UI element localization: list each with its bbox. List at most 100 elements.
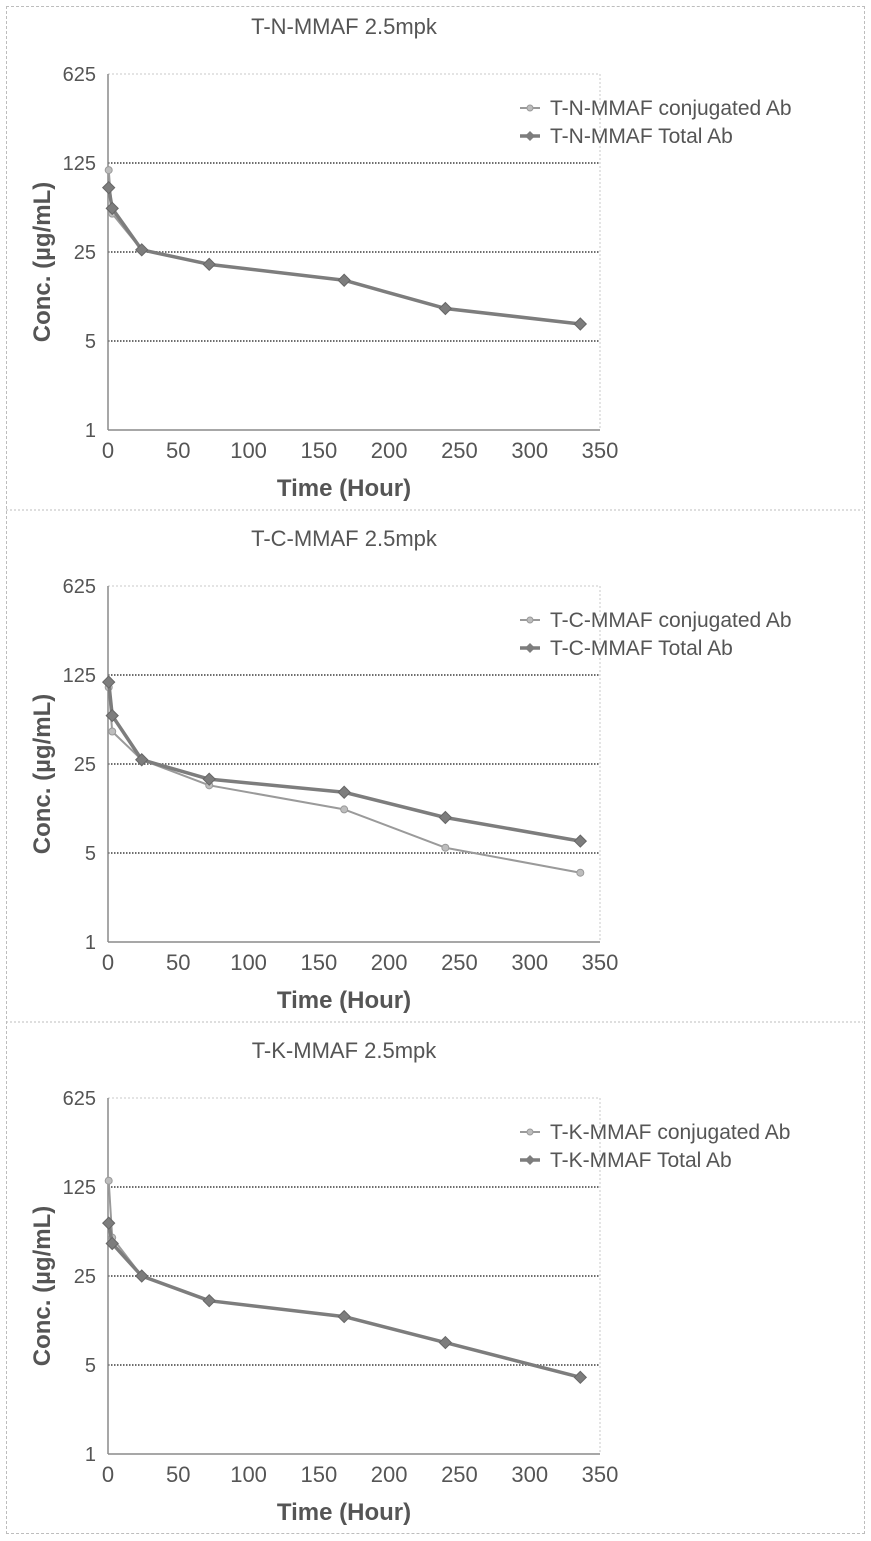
- x-axis-label: Time (Hour): [277, 1499, 411, 1526]
- data-point: [340, 805, 349, 814]
- y-tick-label: 625: [63, 576, 96, 598]
- x-axis-label: Time (Hour): [277, 475, 411, 502]
- data-point: [104, 166, 113, 175]
- data-point: [202, 257, 216, 272]
- x-tick-label: 100: [230, 950, 267, 975]
- x-tick-label: 300: [511, 438, 548, 463]
- legend-label: T-C-MMAF conjugated Ab: [550, 609, 792, 632]
- x-tick-label: 150: [300, 950, 337, 975]
- data-point: [105, 201, 119, 216]
- x-axis-label: Time (Hour): [277, 987, 411, 1014]
- y-tick-label: 1: [85, 932, 96, 954]
- data-point: [337, 785, 351, 799]
- data-point: [101, 675, 116, 689]
- legend-label: T-C-MMAF Total Ab: [550, 637, 733, 660]
- data-point: [101, 180, 116, 195]
- x-tick-label: 300: [511, 950, 548, 975]
- y-tick-label: 125: [63, 1177, 96, 1199]
- data-point: [337, 1309, 351, 1324]
- data-point: [108, 727, 117, 736]
- data-point: [438, 301, 453, 316]
- legend-marker: [526, 104, 534, 112]
- y-tick-label: 5: [85, 1355, 96, 1377]
- data-point: [105, 1236, 119, 1251]
- data-point: [441, 843, 450, 852]
- chart-title: T-N-MMAF 2.5mpk: [251, 14, 438, 39]
- x-tick-label: 100: [230, 438, 267, 463]
- data-point: [438, 810, 453, 825]
- data-point: [576, 868, 585, 877]
- y-tick-label: 1: [85, 420, 96, 442]
- y-tick-label: 1: [85, 1444, 96, 1466]
- x-tick-label: 250: [441, 1462, 478, 1487]
- x-tick-label: 300: [511, 1462, 548, 1487]
- legend-label: T-K-MMAF Total Ab: [550, 1149, 732, 1172]
- x-tick-label: 100: [230, 1462, 267, 1487]
- x-tick-label: 250: [441, 950, 478, 975]
- data-point: [135, 243, 149, 257]
- y-axis-label: Conc. (µg/mL): [29, 694, 56, 854]
- y-tick-label: 5: [85, 843, 96, 865]
- data-point: [202, 772, 216, 786]
- legend-marker: [525, 131, 535, 141]
- data-point: [438, 1335, 453, 1350]
- data-point: [573, 1370, 588, 1385]
- y-tick-label: 625: [63, 1088, 96, 1110]
- x-tick-label: 200: [371, 1462, 408, 1487]
- data-point: [573, 834, 588, 848]
- figure-frame: [6, 6, 865, 1534]
- y-tick-label: 125: [63, 153, 96, 175]
- x-tick-label: 350: [582, 1462, 619, 1487]
- chart-title: T-C-MMAF 2.5mpk: [251, 526, 438, 551]
- data-point: [101, 1216, 116, 1230]
- y-axis-label: Conc. (µg/mL): [29, 182, 56, 342]
- chart-panel: T-N-MMAF 2.5mpk 1 5 25 125 625 0 50 100 150 200 250…: [0, 0, 871, 512]
- x-tick-label: 0: [102, 1462, 114, 1487]
- data-point: [135, 753, 149, 767]
- x-tick-label: 150: [300, 438, 337, 463]
- x-tick-label: 0: [102, 438, 114, 463]
- y-tick-label: 125: [63, 665, 96, 687]
- legend-marker: [526, 616, 534, 624]
- y-tick-label: 25: [74, 242, 96, 264]
- y-tick-label: 25: [74, 1266, 96, 1288]
- legend-label: T-N-MMAF conjugated Ab: [550, 97, 792, 120]
- y-tick-label: 625: [63, 64, 96, 86]
- chart-svg: T-K-MMAF 2.5mpk 1 5 25 125 625 0 50 100 150 200 250…: [29, 1038, 790, 1526]
- x-tick-label: 250: [441, 438, 478, 463]
- x-tick-label: 350: [582, 950, 619, 975]
- series-line: [107, 169, 581, 325]
- series-line: [107, 1180, 581, 1379]
- legend-marker: [526, 1128, 534, 1136]
- legend-label: T-N-MMAF Total Ab: [550, 125, 733, 148]
- legend-marker: [525, 1155, 535, 1165]
- chart-svg: T-N-MMAF 2.5mpk 1 5 25 125 625 0 50 100 150 200 250…: [6, 14, 863, 511]
- y-tick-label: 25: [74, 754, 96, 776]
- data-point: [202, 1293, 216, 1308]
- chart-title: T-K-MMAF 2.5mpk: [252, 1038, 438, 1063]
- series-line: [107, 687, 581, 874]
- y-axis-label: Conc. (µg/mL): [29, 1206, 56, 1366]
- x-tick-label: 50: [166, 438, 190, 463]
- chart-panel: T-K-MMAF 2.5mpk 1 5 25 125 625 0 50 100 150 200 250…: [0, 1024, 871, 1536]
- x-tick-label: 200: [371, 438, 408, 463]
- data-point: [337, 273, 351, 287]
- series-line: [106, 1222, 581, 1380]
- x-tick-label: 150: [300, 1462, 337, 1487]
- legend-marker: [525, 643, 535, 653]
- data-point: [104, 1176, 113, 1185]
- data-point: [135, 1269, 149, 1283]
- x-tick-label: 350: [582, 438, 619, 463]
- x-tick-label: 50: [166, 950, 190, 975]
- chart-svg: T-C-MMAF 2.5mpk 1 5 25 125 625 0 50 100 150 200 250…: [6, 526, 863, 1023]
- series-line: [106, 187, 581, 326]
- chart-panel: T-C-MMAF 2.5mpk 1 5 25 125 625 0 50 100 150 200 250…: [0, 512, 871, 1024]
- x-tick-label: 50: [166, 1462, 190, 1487]
- legend-label: T-K-MMAF conjugated Ab: [550, 1121, 790, 1144]
- data-point: [105, 708, 119, 723]
- x-tick-label: 0: [102, 950, 114, 975]
- y-tick-label: 5: [85, 331, 96, 353]
- x-tick-label: 200: [371, 950, 408, 975]
- data-point: [573, 317, 588, 331]
- series-line: [106, 681, 581, 843]
